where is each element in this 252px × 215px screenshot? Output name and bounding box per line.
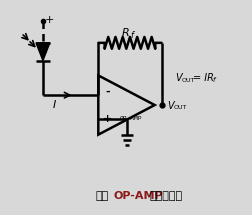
Text: V: V (175, 73, 182, 83)
Text: f: f (131, 31, 133, 40)
Text: OUT: OUT (173, 106, 187, 111)
Text: 运算放大器: 运算放大器 (150, 191, 183, 201)
Text: +: + (45, 15, 54, 25)
Text: OP-AMP: OP-AMP (119, 116, 142, 121)
Text: = IR: = IR (193, 73, 214, 83)
Polygon shape (36, 43, 50, 61)
Text: OP-AMP: OP-AMP (113, 191, 163, 201)
Text: R: R (122, 28, 130, 38)
Text: V: V (168, 101, 174, 111)
Text: I: I (53, 100, 56, 110)
Text: f: f (212, 77, 214, 83)
Text: OUT: OUT (181, 78, 195, 83)
Text: -: - (105, 87, 110, 97)
Text: +: + (103, 114, 112, 124)
Text: 注：: 注： (95, 191, 109, 201)
